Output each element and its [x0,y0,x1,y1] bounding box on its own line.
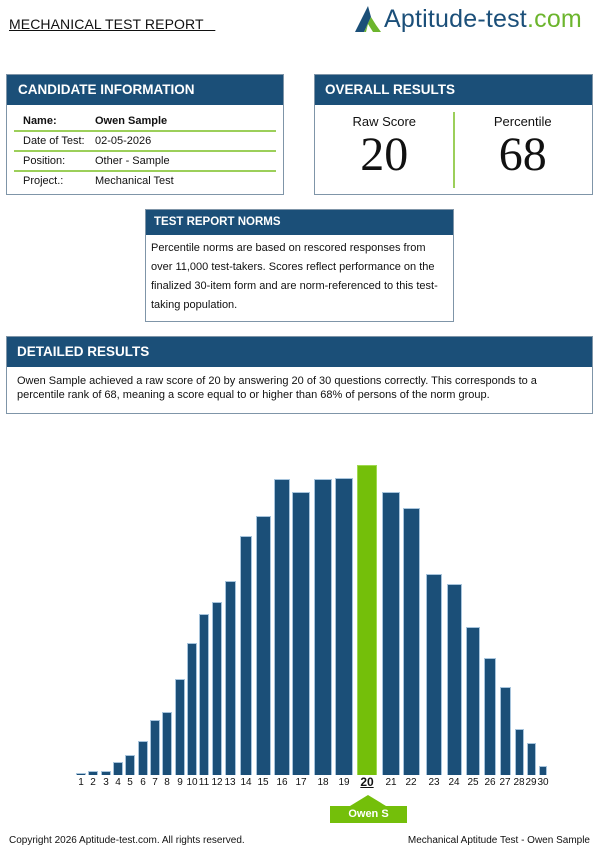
copyright-text: Copyright 2026 Aptitude-test.com. All ri… [9,835,245,846]
candidate-information-panel: CANDIDATE INFORMATION Name: Owen Sample … [6,74,284,195]
bar [382,492,400,775]
bar [125,755,135,775]
footer-test-name: Mechanical Aptitude Test - Owen Sample [407,835,590,846]
x-tick-label: 21 [385,777,397,788]
detailed-results-text: Owen Sample achieved a raw score of 20 b… [17,375,537,401]
panel-title: OVERALL RESULTS [315,75,592,105]
marker-arrow [350,795,386,806]
bar [466,627,480,775]
x-tick-label: 27 [499,777,511,788]
brand-logo: Aptitude-test.com [354,2,582,36]
candidate-marker-tag: Owen S [330,806,407,823]
bar [499,687,511,775]
panel-title: CANDIDATE INFORMATION [7,75,283,105]
x-tick-label: 11 [198,777,210,788]
x-tick-label: 18 [317,777,329,788]
x-tick-label: 10 [186,777,198,788]
bar [292,492,310,775]
panel-title: TEST REPORT NORMS [146,210,453,235]
x-tick-label: 12 [211,777,223,788]
panel-title: DETAILED RESULTS [7,337,592,367]
x-tick-label: 29 [525,777,537,788]
bar [187,643,197,775]
x-tick-label: 25 [467,777,479,788]
x-tick-label: 24 [448,777,460,788]
norms-text: Percentile norms are based on rescored r… [151,242,438,311]
logo-text: Aptitude-test.com [384,4,582,33]
x-tick-label: 19 [338,777,350,788]
x-tick-label: 9 [177,777,183,788]
x-tick-label: 26 [484,777,496,788]
bar [88,771,98,775]
x-tick-label: 4 [115,777,121,788]
bar [199,614,209,775]
x-tick-label: 5 [127,777,133,788]
x-tick-label: 17 [295,777,307,788]
x-tick-label: 2 [90,777,96,788]
score-distribution-chart: 1 2 3 4 5 6 7 8 9 10 11 12 13 14 15 16 17 18 19 20 21 22 23 24 2… [0,440,600,830]
bar [446,584,462,775]
bar [212,602,222,775]
x-tick-label: 15 [257,777,269,788]
report-title: MECHANICAL TEST REPORT [9,16,216,32]
bar [514,729,524,775]
bar [150,720,160,775]
bar-highlighted [357,465,377,775]
bar [255,516,271,775]
info-row-date: Date of Test: 02-05-2026 [14,132,276,152]
x-tick-label: 16 [276,777,288,788]
x-tick-label: 20 [360,775,374,789]
x-tick-label: 30 [537,777,549,788]
overall-results-panel: OVERALL RESULTS Raw Score 20 Percentile … [314,74,593,195]
triangle-logo-icon [355,6,381,32]
bar [426,574,442,775]
x-tick-label: 7 [152,777,158,788]
bar [314,479,332,775]
candidate-info-table: Name: Owen Sample Date of Test: 02-05-20… [14,112,276,192]
x-tick-label: 3 [103,777,109,788]
bar [138,741,148,775]
x-tick-label: 23 [428,777,440,788]
x-tick-label: 22 [405,777,417,788]
bar [484,658,496,775]
divider [453,112,455,188]
bar [101,771,111,775]
x-tick-label: 28 [513,777,525,788]
info-row-name: Name: Owen Sample [14,112,276,132]
detailed-results-panel: DETAILED RESULTS Owen Sample achieved a … [6,336,593,414]
info-row-project: Project.: Mechanical Test [23,175,174,187]
test-report-norms-panel: TEST REPORT NORMS Percentile norms are b… [145,209,454,322]
bar [240,536,252,775]
bar [113,762,123,775]
percentile: Percentile 68 [493,114,552,181]
bar [274,479,290,775]
bar [526,743,536,775]
bar [76,773,86,775]
bar [402,508,420,775]
bar [539,766,547,775]
x-tick-label: 6 [140,777,146,788]
bar [224,581,236,775]
raw-score: Raw Score 20 [352,114,417,181]
bar [162,712,172,775]
x-tick-label: 1 [78,777,84,788]
info-row-position: Position: Other - Sample [14,152,276,172]
bar [175,679,185,775]
x-tick-label: 14 [240,777,252,788]
bar [335,478,353,775]
x-tick-label: 13 [224,777,236,788]
x-tick-label: 8 [164,777,170,788]
